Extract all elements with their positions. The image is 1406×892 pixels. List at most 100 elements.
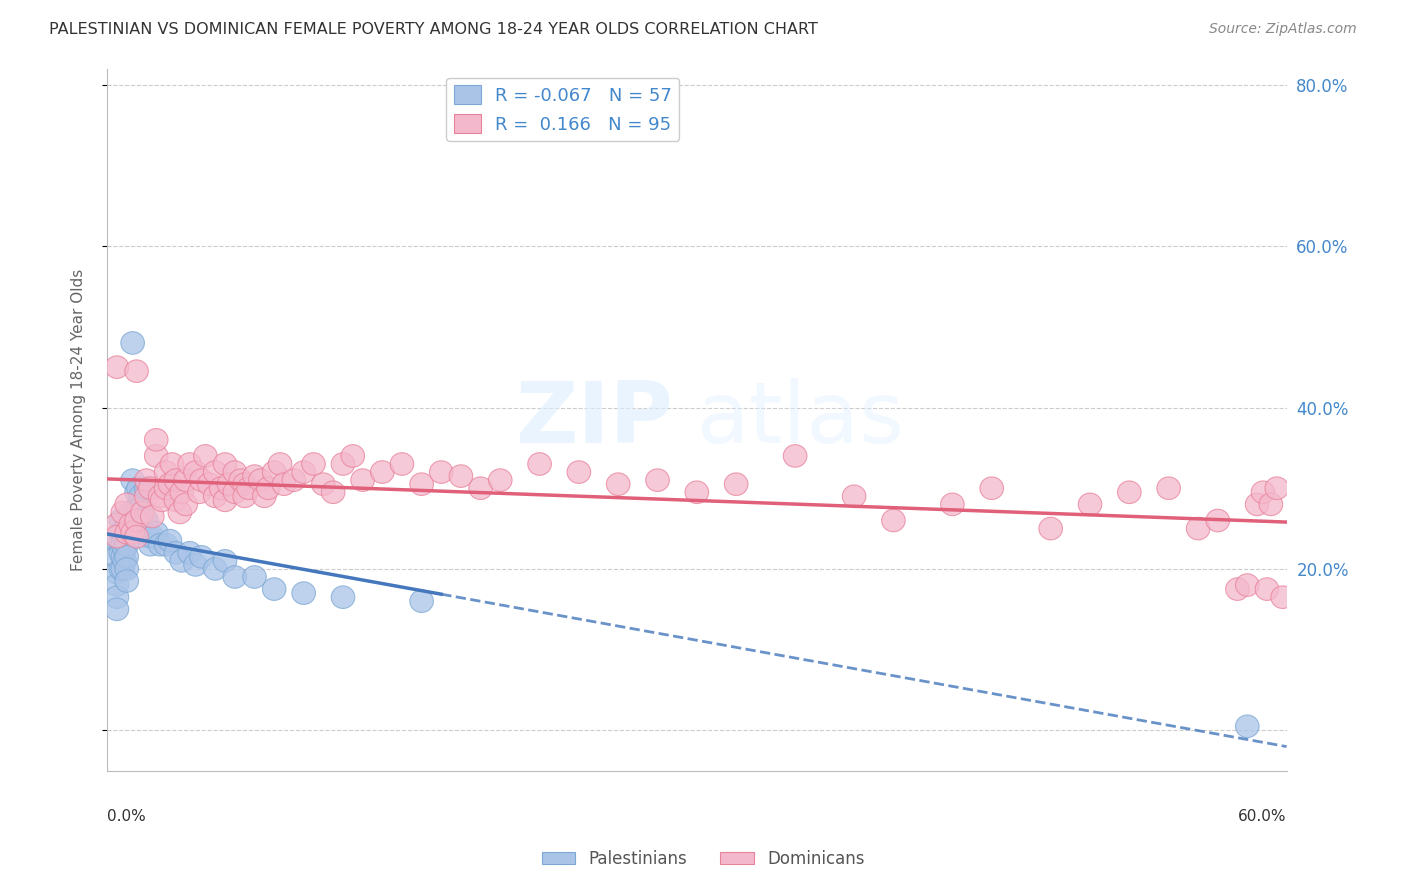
Ellipse shape (1251, 481, 1275, 504)
Ellipse shape (105, 356, 129, 378)
Ellipse shape (139, 477, 162, 500)
Ellipse shape (120, 501, 142, 524)
Ellipse shape (214, 549, 236, 572)
Ellipse shape (253, 485, 276, 508)
Text: atlas: atlas (697, 378, 905, 461)
Ellipse shape (105, 598, 129, 621)
Ellipse shape (129, 485, 152, 508)
Ellipse shape (110, 533, 132, 556)
Ellipse shape (606, 473, 630, 495)
Ellipse shape (842, 485, 866, 508)
Ellipse shape (783, 444, 807, 467)
Text: Source: ZipAtlas.com: Source: ZipAtlas.com (1209, 22, 1357, 37)
Ellipse shape (105, 574, 129, 597)
Ellipse shape (135, 509, 159, 532)
Ellipse shape (125, 525, 149, 548)
Ellipse shape (429, 461, 453, 483)
Ellipse shape (125, 517, 149, 540)
Ellipse shape (165, 541, 187, 564)
Ellipse shape (115, 521, 139, 544)
Ellipse shape (115, 533, 139, 556)
Ellipse shape (685, 481, 709, 504)
Ellipse shape (170, 549, 194, 572)
Ellipse shape (129, 497, 152, 520)
Ellipse shape (209, 477, 233, 500)
Ellipse shape (145, 444, 167, 467)
Ellipse shape (312, 473, 335, 495)
Ellipse shape (141, 525, 165, 548)
Ellipse shape (115, 546, 139, 568)
Ellipse shape (224, 481, 246, 504)
Legend: Palestinians, Dominicans: Palestinians, Dominicans (534, 844, 872, 875)
Ellipse shape (112, 525, 136, 548)
Ellipse shape (170, 481, 194, 504)
Ellipse shape (292, 461, 315, 483)
Ellipse shape (567, 461, 591, 483)
Ellipse shape (409, 590, 433, 613)
Ellipse shape (115, 493, 139, 516)
Ellipse shape (229, 469, 253, 491)
Ellipse shape (332, 453, 354, 475)
Ellipse shape (724, 473, 748, 495)
Ellipse shape (145, 428, 167, 451)
Ellipse shape (110, 521, 132, 544)
Ellipse shape (263, 461, 285, 483)
Ellipse shape (155, 533, 177, 556)
Ellipse shape (105, 525, 129, 548)
Ellipse shape (389, 453, 413, 475)
Ellipse shape (190, 469, 214, 491)
Ellipse shape (332, 586, 354, 608)
Ellipse shape (125, 481, 149, 504)
Ellipse shape (120, 513, 142, 536)
Ellipse shape (204, 461, 226, 483)
Ellipse shape (269, 453, 292, 475)
Ellipse shape (105, 513, 129, 536)
Ellipse shape (149, 533, 172, 556)
Ellipse shape (155, 461, 177, 483)
Ellipse shape (449, 465, 472, 487)
Ellipse shape (197, 473, 221, 495)
Ellipse shape (1157, 477, 1181, 500)
Ellipse shape (141, 505, 165, 528)
Ellipse shape (131, 501, 155, 524)
Ellipse shape (256, 477, 280, 500)
Ellipse shape (177, 453, 201, 475)
Ellipse shape (105, 529, 129, 552)
Ellipse shape (111, 501, 135, 524)
Ellipse shape (111, 521, 135, 544)
Ellipse shape (224, 566, 246, 589)
Ellipse shape (1246, 493, 1268, 516)
Ellipse shape (322, 481, 344, 504)
Ellipse shape (488, 469, 512, 491)
Ellipse shape (112, 549, 136, 572)
Ellipse shape (1256, 578, 1278, 600)
Ellipse shape (110, 558, 132, 580)
Y-axis label: Female Poverty Among 18-24 Year Olds: Female Poverty Among 18-24 Year Olds (72, 268, 86, 571)
Ellipse shape (283, 469, 305, 491)
Ellipse shape (302, 453, 325, 475)
Ellipse shape (204, 485, 226, 508)
Ellipse shape (135, 477, 159, 500)
Ellipse shape (111, 546, 135, 568)
Ellipse shape (121, 521, 145, 544)
Ellipse shape (527, 453, 551, 475)
Ellipse shape (882, 509, 905, 532)
Ellipse shape (236, 477, 260, 500)
Ellipse shape (115, 521, 139, 544)
Ellipse shape (273, 473, 295, 495)
Ellipse shape (184, 461, 207, 483)
Ellipse shape (980, 477, 1004, 500)
Ellipse shape (115, 570, 139, 592)
Ellipse shape (174, 469, 197, 491)
Ellipse shape (111, 533, 135, 556)
Ellipse shape (115, 509, 139, 532)
Ellipse shape (136, 525, 160, 548)
Ellipse shape (150, 489, 174, 512)
Ellipse shape (135, 469, 159, 491)
Ellipse shape (243, 566, 266, 589)
Ellipse shape (1265, 477, 1288, 500)
Ellipse shape (217, 473, 240, 495)
Ellipse shape (1039, 517, 1063, 540)
Ellipse shape (1236, 574, 1260, 597)
Ellipse shape (1118, 481, 1142, 504)
